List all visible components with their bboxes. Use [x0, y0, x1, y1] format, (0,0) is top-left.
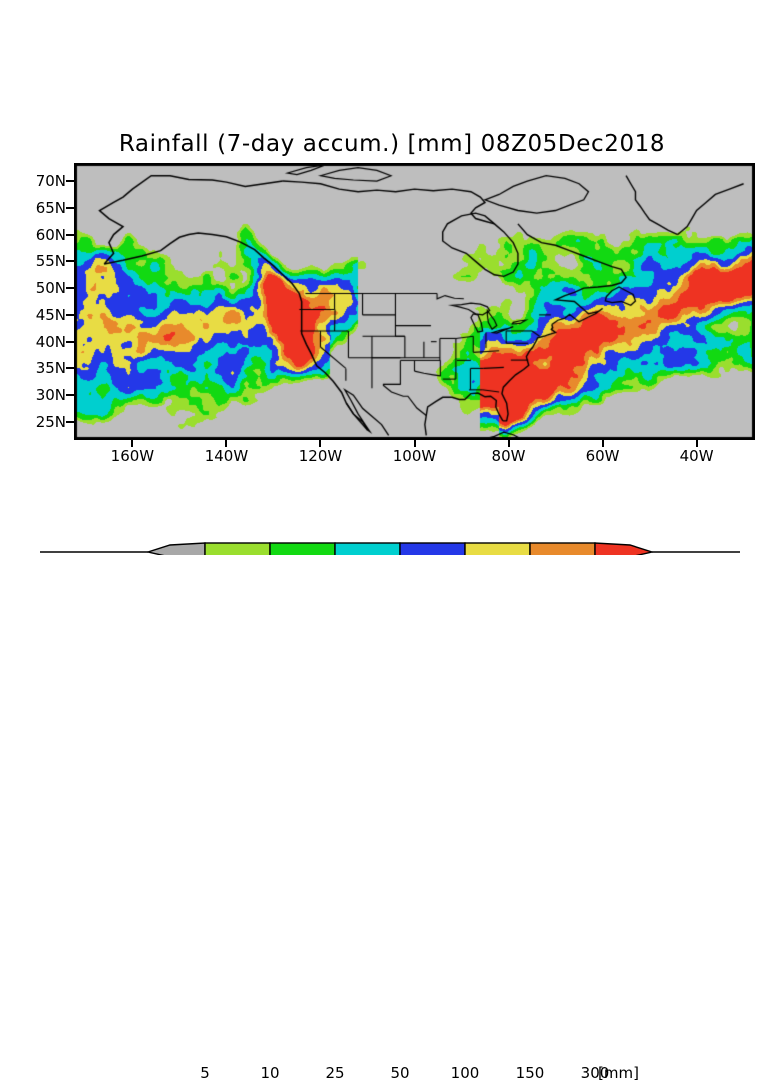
latitude-tick-label: 25N [35, 412, 66, 431]
latitude-tick-label: 50N [35, 279, 66, 298]
latitude-tick-label: 30N [35, 386, 66, 405]
latitude-tick-label: 35N [35, 359, 66, 378]
map-plot-area [74, 163, 755, 440]
longitude-tick-mark [131, 440, 134, 447]
latitude-tick-label: 40N [35, 332, 66, 351]
chart-title: Rainfall (7-day accum.) [mm] 08Z05Dec201… [118, 131, 666, 157]
longitude-tick-mark [507, 440, 510, 447]
latitude-tick-label: 70N [35, 172, 66, 191]
longitude-tick-mark [695, 440, 698, 447]
longitude-tick-label: 120W [298, 447, 343, 465]
latitude-tick-mark [66, 420, 74, 423]
colorbar-segment [399, 542, 466, 555]
colorbar-tick-label: 100 [450, 1064, 480, 1082]
latitude-tick-label: 60N [35, 225, 66, 244]
longitude-tick-mark [413, 440, 416, 447]
latitude-tick-label: 55N [35, 252, 66, 271]
colorbar-tick-label: 150 [515, 1064, 545, 1082]
colorbar-tick-label: 5 [200, 1064, 210, 1082]
colorbar-over-arrow [594, 542, 655, 555]
latitude-tick-mark [66, 260, 74, 263]
colorbar-segment [204, 542, 271, 555]
latitude-tick-mark [66, 233, 74, 236]
longitude-tick-mark [601, 440, 604, 447]
colorbar-segment [334, 542, 401, 555]
longitude-tick-label: 80W [491, 447, 526, 465]
colorbar-tick-label: 10 [260, 1064, 280, 1082]
latitude-tick-mark [66, 313, 74, 316]
rainfall-map-figure: Rainfall (7-day accum.) [mm] 08Z05Dec201… [0, 131, 784, 1082]
colorbar: 5 10 25 50 100 150 300 [mm] [0, 515, 784, 1082]
latitude-tick-mark [66, 367, 74, 370]
latitude-tick-label: 45N [35, 305, 66, 324]
latitude-tick-mark [66, 287, 74, 290]
longitude-tick-label: 140W [204, 447, 249, 465]
rainfall-heatmap-canvas [76, 165, 753, 438]
colorbar-segment [529, 542, 596, 555]
colorbar-tick-label: 25 [325, 1064, 345, 1082]
latitude-tick-mark [66, 394, 74, 397]
longitude-tick-label: 60W [585, 447, 620, 465]
longitude-tick-label: 40W [679, 447, 714, 465]
colorbar-unit-label: [mm] [598, 1064, 639, 1082]
latitude-tick-label: 65N [35, 198, 66, 217]
latitude-tick-mark [66, 340, 74, 343]
longitude-tick-mark [225, 440, 228, 447]
colorbar-under-arrow [145, 542, 206, 555]
colorbar-tick-label: 50 [390, 1064, 410, 1082]
latitude-tick-mark [66, 180, 74, 183]
longitude-tick-label: 100W [392, 447, 437, 465]
colorbar-segment [269, 542, 336, 555]
latitude-tick-mark [66, 206, 74, 209]
longitude-tick-mark [319, 440, 322, 447]
longitude-tick-label: 160W [110, 447, 155, 465]
colorbar-segment [464, 542, 531, 555]
colorbar-swatches [40, 542, 740, 555]
